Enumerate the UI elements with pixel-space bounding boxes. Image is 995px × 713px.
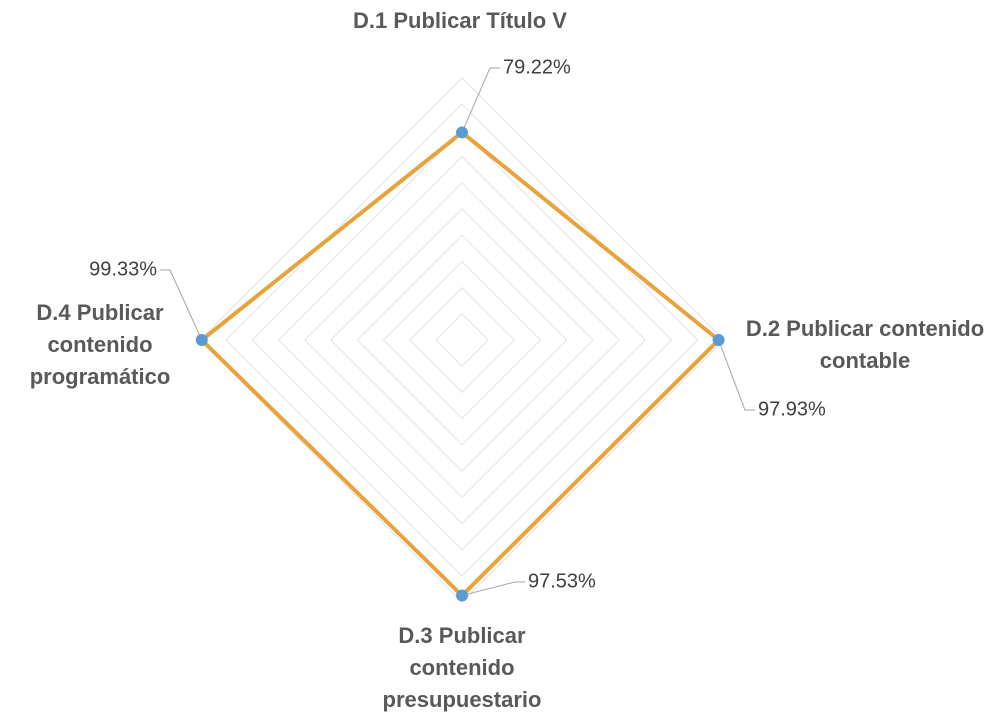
grid-ring [435, 313, 489, 367]
axis-label: D.1 Publicar Título V [353, 8, 567, 33]
axis-label: D.3 Publicar contenido presupuestario [382, 623, 542, 712]
axis-label: D.4 Publicar contenido programático [29, 300, 171, 389]
data-label: 79.22% [503, 56, 571, 78]
grid-ring [199, 77, 725, 603]
marker [456, 589, 468, 602]
leader-line [461, 581, 525, 597]
axis-label: D.2 Publicar contenido contable [745, 316, 985, 373]
grid-ring [277, 155, 647, 525]
marker [456, 126, 468, 139]
data-label: 97.53% [528, 570, 596, 592]
data-label: 99.33% [89, 258, 157, 280]
grid-ring [408, 286, 516, 394]
marker [195, 334, 208, 346]
data-label: 97.93% [758, 398, 826, 420]
grid-ring [251, 129, 673, 551]
grid-ring [304, 182, 620, 498]
grid-ring [330, 208, 594, 472]
marker [712, 334, 725, 346]
leader-line [160, 269, 203, 341]
grid-ring [225, 103, 699, 577]
leader-line [718, 339, 755, 411]
grid-ring [356, 234, 568, 446]
leader-line [461, 67, 500, 133]
grid-ring [382, 260, 542, 420]
